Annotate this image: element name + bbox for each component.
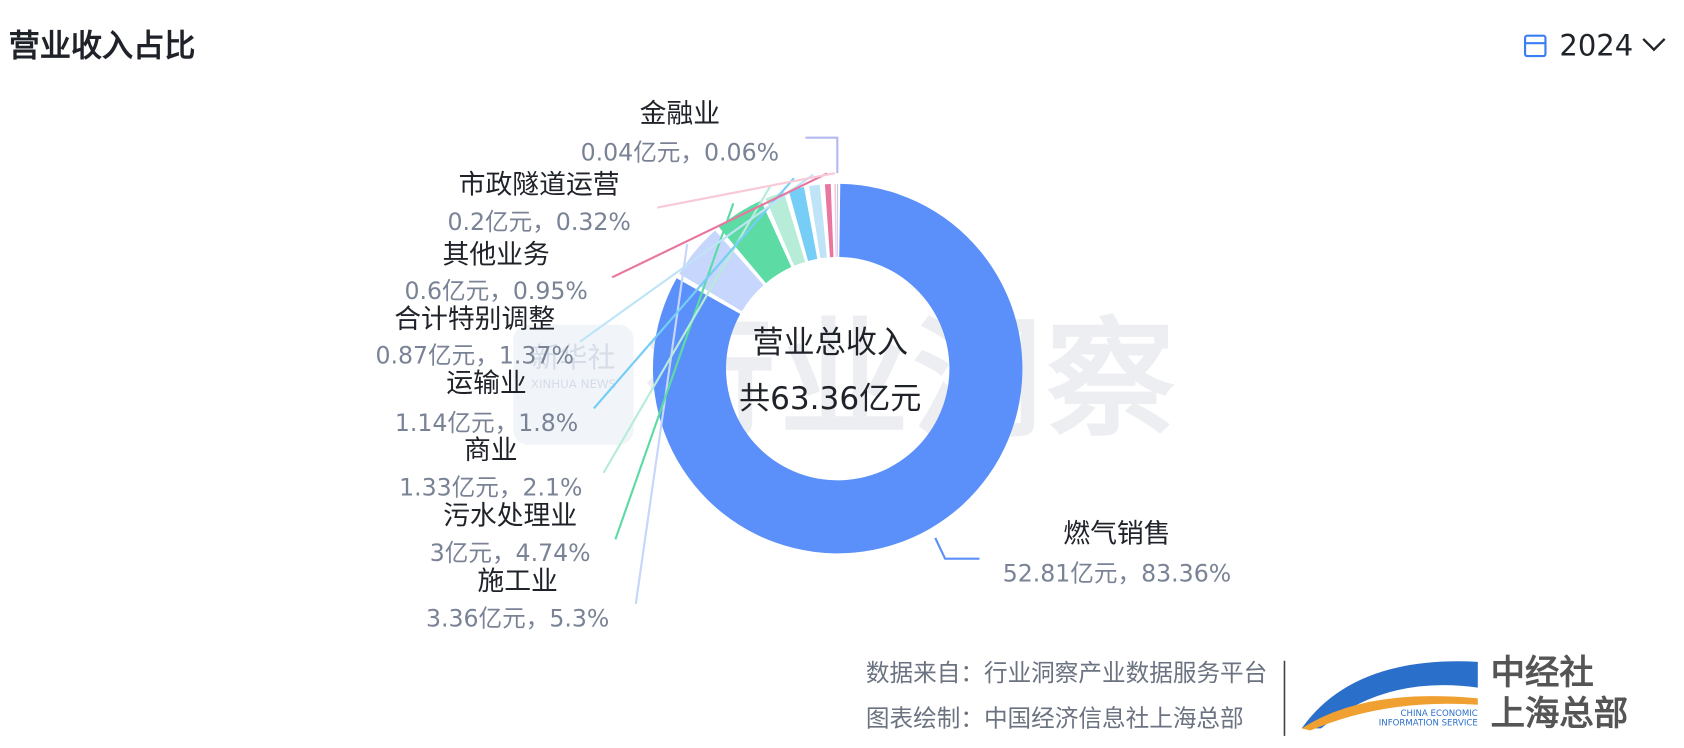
logo-cn: 中经社	[1491, 653, 1594, 693]
slice-name: 合计特别调整	[394, 304, 555, 335]
footer-credit: 图表绘制：中国经济信息社上海总部	[866, 704, 1244, 732]
slice-name: 污水处理业	[443, 500, 577, 531]
leader-line	[634, 243, 689, 604]
logo-swoosh	[1301, 661, 1478, 729]
slice-name: 金融业	[640, 99, 720, 130]
slice	[824, 184, 834, 258]
slice-name: 市政隧道运营	[459, 170, 620, 201]
watermark-badge-text: 新华社	[532, 341, 616, 374]
watermark-badge-en: XINHUA NEWS	[531, 377, 616, 391]
chevron	[1642, 38, 1666, 52]
slice-value-label: 0.2亿元，0.32%	[447, 208, 630, 236]
year-picker[interactable]: 2024	[1523, 29, 1666, 63]
logo-en: CHINA ECONOMIC	[1401, 709, 1478, 719]
logo-en: INFORMATION SERVICE	[1379, 719, 1478, 729]
slice-value-label: 3.36亿元，5.3%	[426, 604, 609, 632]
slice-name: 其他业务	[443, 239, 550, 270]
logo-swoosh-accent	[1301, 696, 1478, 731]
slice-value-label: 0.04亿元，0.06%	[581, 138, 779, 166]
slice	[718, 200, 792, 284]
slice	[809, 184, 827, 259]
leader-line	[657, 172, 836, 209]
center-value: 共63.36亿元	[739, 381, 921, 417]
logo-cn: 上海总部	[1491, 694, 1628, 734]
leader-line	[579, 173, 814, 343]
leader-line	[593, 177, 795, 410]
slice-value-label: 0.6亿元，0.95%	[404, 277, 587, 305]
leader-line	[614, 203, 735, 540]
slice-name: 商业	[464, 435, 518, 466]
leader-line	[602, 184, 772, 474]
slice-value-label: 3亿元，4.74%	[430, 539, 591, 567]
slice	[765, 191, 806, 266]
center-label: 营业总收入	[752, 325, 908, 361]
slice	[837, 183, 839, 257]
slice	[788, 187, 818, 261]
footer-source: 数据来自：行业洞察产业数据服务平台	[866, 659, 1267, 687]
slice	[834, 183, 837, 257]
slice-name: 运输业	[446, 368, 526, 399]
leader-line	[805, 136, 839, 174]
calendar-icon	[1523, 34, 1547, 58]
year: 2024	[1559, 29, 1633, 63]
slice-name: 施工业	[477, 566, 557, 597]
slice-value-label: 1.33亿元，2.1%	[399, 473, 582, 501]
title: 营业收入占比	[9, 29, 196, 65]
leader-line	[934, 537, 980, 560]
leader-line	[611, 172, 828, 279]
watermark-badge	[513, 324, 634, 445]
slice-name: 燃气销售	[1063, 519, 1170, 550]
slice-value-label: 52.81亿元，83.36%	[1003, 559, 1231, 587]
slice-value-label: 1.14亿元，1.8%	[395, 409, 578, 437]
slice	[652, 183, 1023, 554]
slice-value-label: 0.87亿元，1.37%	[375, 341, 573, 369]
